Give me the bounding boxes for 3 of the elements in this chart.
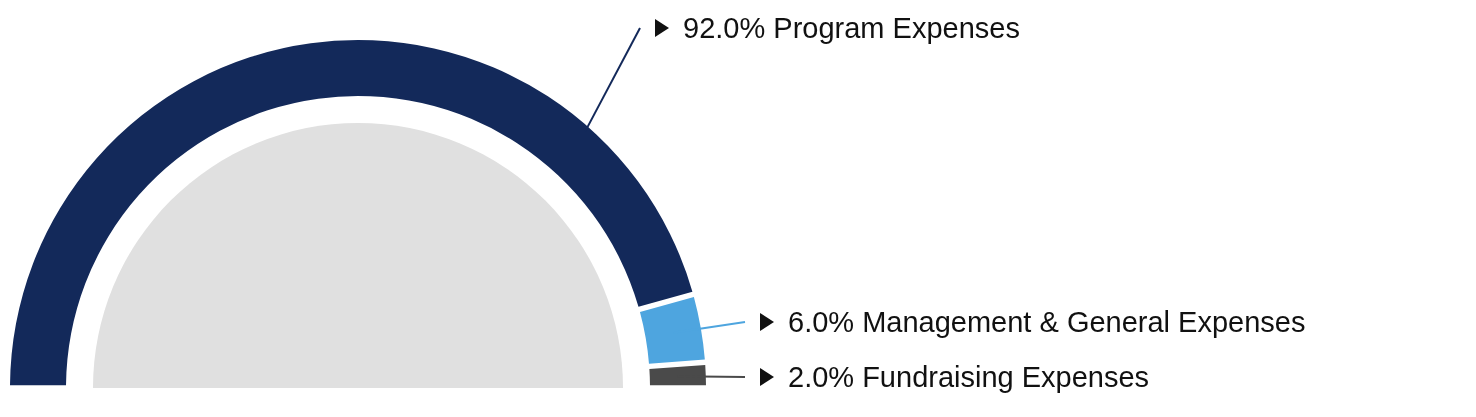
slice-label: 2.0% Fundraising Expenses — [788, 361, 1150, 394]
slice-label: 92.0% Program Expenses — [683, 12, 1020, 45]
slice-label: 6.0% Management & General Expenses — [788, 306, 1306, 339]
